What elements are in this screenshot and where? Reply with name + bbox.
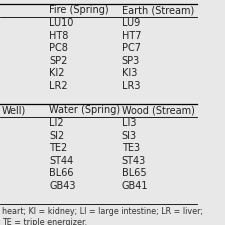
Text: KI3: KI3 [122, 68, 137, 78]
Text: Water (Spring): Water (Spring) [49, 105, 120, 115]
Text: LI3: LI3 [122, 118, 136, 128]
Text: Well): Well) [2, 105, 26, 115]
Text: GB41: GB41 [122, 181, 148, 191]
Text: SI3: SI3 [122, 131, 137, 141]
Text: PC7: PC7 [122, 43, 141, 53]
Text: LU9: LU9 [122, 18, 140, 28]
Text: GB43: GB43 [49, 181, 76, 191]
Text: Earth (Stream): Earth (Stream) [122, 5, 194, 15]
Text: LI2: LI2 [49, 118, 64, 128]
Text: ST44: ST44 [49, 156, 73, 166]
Text: SI2: SI2 [49, 131, 64, 141]
Text: KI2: KI2 [49, 68, 65, 78]
Text: TE3: TE3 [122, 143, 140, 153]
Text: LR3: LR3 [122, 81, 140, 91]
Text: SP2: SP2 [49, 56, 68, 66]
Text: Wood (Stream): Wood (Stream) [122, 105, 195, 115]
Text: HT7: HT7 [122, 31, 141, 41]
Text: TE2: TE2 [49, 143, 67, 153]
Text: LU10: LU10 [49, 18, 74, 28]
Text: heart; KI = kidney; LI = large intestine; LR = liver;: heart; KI = kidney; LI = large intestine… [2, 207, 203, 216]
Text: BL66: BL66 [49, 168, 74, 178]
Text: ST43: ST43 [122, 156, 146, 166]
Text: Fire (Spring): Fire (Spring) [49, 5, 109, 15]
Text: HT8: HT8 [49, 31, 68, 41]
Text: TE = triple energizer.: TE = triple energizer. [2, 218, 87, 225]
Text: PC8: PC8 [49, 43, 68, 53]
Text: SP3: SP3 [122, 56, 140, 66]
Text: LR2: LR2 [49, 81, 68, 91]
Text: BL65: BL65 [122, 168, 146, 178]
